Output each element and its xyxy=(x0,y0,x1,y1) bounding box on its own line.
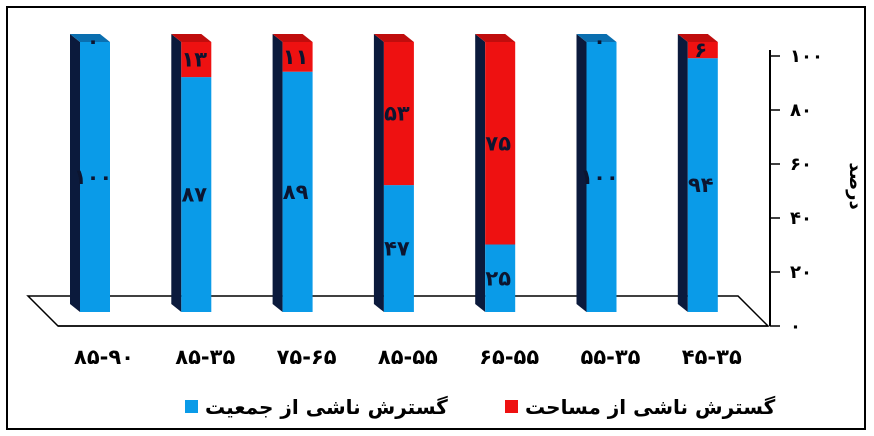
data-label-population: ۲۵ xyxy=(485,266,511,290)
bar-population xyxy=(383,185,414,312)
data-label-population: ۴۷ xyxy=(384,237,410,261)
bar-population xyxy=(485,244,516,312)
y-tick-label: ۸۰ xyxy=(790,100,812,121)
bar-side-face xyxy=(677,34,688,312)
data-label-population: ۸۹ xyxy=(283,180,309,204)
y-tick-label: ۱۰۰ xyxy=(790,46,823,67)
bar-stack: ۱۰۰ ۰ xyxy=(576,29,619,312)
data-label-population: ۹۴ xyxy=(688,173,714,197)
category-labels: ۸۵-۹۰ ۸۵-۳۵ ۷۵-۶۵ ۸۵-۵۵ ۶۵-۵۵ ۵۵-۳۵ ۴۵-۳۵ xyxy=(74,345,742,369)
legend-swatch-population xyxy=(185,400,198,413)
bar-side-face xyxy=(70,34,80,312)
x-category-label: ۶۵-۵۵ xyxy=(479,345,539,369)
legend: گسترش ناشی از جمعیت گسترش ناشی از مساحت xyxy=(185,395,776,419)
data-label-population: ۱۰۰ xyxy=(74,165,112,189)
legend-label-population: گسترش ناشی از جمعیت xyxy=(205,395,448,419)
bar-stack: ۹۴ ۶ xyxy=(677,34,718,313)
bar-top-face xyxy=(475,34,516,42)
bar-stack: ۲۵ ۷۵ xyxy=(475,34,516,312)
legend-swatch-area xyxy=(505,400,518,413)
bar-area xyxy=(181,42,212,78)
y-axis-ticks: ۰ ۲۰ ۴۰ ۶۰ ۸۰ ۱۰۰ xyxy=(770,46,823,337)
bar-top-face xyxy=(373,34,414,42)
bar-stack: ۴۷ ۵۳ xyxy=(373,34,414,312)
data-label-area: ۱۱ xyxy=(283,45,309,69)
bar-side-face xyxy=(171,34,182,312)
bar-top-face xyxy=(677,34,718,42)
x-category-label: ۸۵-۹۰ xyxy=(74,345,134,369)
y-axis-label: درصد xyxy=(845,162,866,209)
bar-population xyxy=(181,77,212,312)
y-tick-label: ۴۰ xyxy=(790,208,812,229)
data-label-population: ۱۰۰ xyxy=(580,165,618,189)
bar-side-face xyxy=(475,34,486,312)
y-tick-label: ۲۰ xyxy=(790,262,812,283)
bar-population xyxy=(586,42,617,312)
bar-population xyxy=(80,42,110,312)
x-category-label: ۴۵-۳۵ xyxy=(682,345,742,369)
bar-stack: ۱۰۰ ۰ xyxy=(70,29,112,312)
bar-side-face xyxy=(373,34,384,312)
bar-population xyxy=(282,71,313,312)
bar-area xyxy=(687,42,718,59)
bar-area xyxy=(282,42,313,72)
data-label-area: ۷۵ xyxy=(485,131,511,155)
y-tick-label: ۶۰ xyxy=(790,154,812,175)
data-label-area: ۵۳ xyxy=(384,102,410,126)
bar-area xyxy=(383,42,414,186)
bar-top-face xyxy=(272,34,313,42)
bar-population xyxy=(687,58,718,313)
data-label-area: ۶ xyxy=(694,38,707,62)
bar-top-face xyxy=(171,34,212,42)
x-category-label: ۸۵-۵۵ xyxy=(378,345,438,369)
data-label-population: ۸۷ xyxy=(181,183,207,207)
x-category-label: ۵۵-۳۵ xyxy=(581,345,641,369)
x-category-label: ۷۵-۶۵ xyxy=(277,345,337,369)
bar-stack: ۸۷ ۱۳ xyxy=(171,34,212,312)
bar-stack: ۸۹ ۱۱ xyxy=(272,34,313,312)
y-tick-label: ۰ xyxy=(790,316,801,337)
bar-side-face xyxy=(576,34,587,312)
legend-label-area: گسترش ناشی از مساحت xyxy=(525,395,776,419)
x-category-label: ۸۵-۳۵ xyxy=(175,345,235,369)
bar-top-face xyxy=(70,34,110,42)
data-label-area: ۰ xyxy=(87,29,100,53)
data-label-area: ۰ xyxy=(593,29,606,53)
bar-side-face xyxy=(272,34,283,312)
bar-top-face xyxy=(576,34,617,42)
data-label-area: ۱۳ xyxy=(181,48,207,72)
bars-group: ۱۰۰ ۰ ۸۷ ۱۳ ۸۹ ۱۱ ۴۷ ۵۳ ۲۵ ۷۵ ۱۰۰ ۰ ۹۴ ۶ xyxy=(70,29,718,313)
bar-area xyxy=(485,42,516,245)
chart-frame xyxy=(6,6,866,430)
